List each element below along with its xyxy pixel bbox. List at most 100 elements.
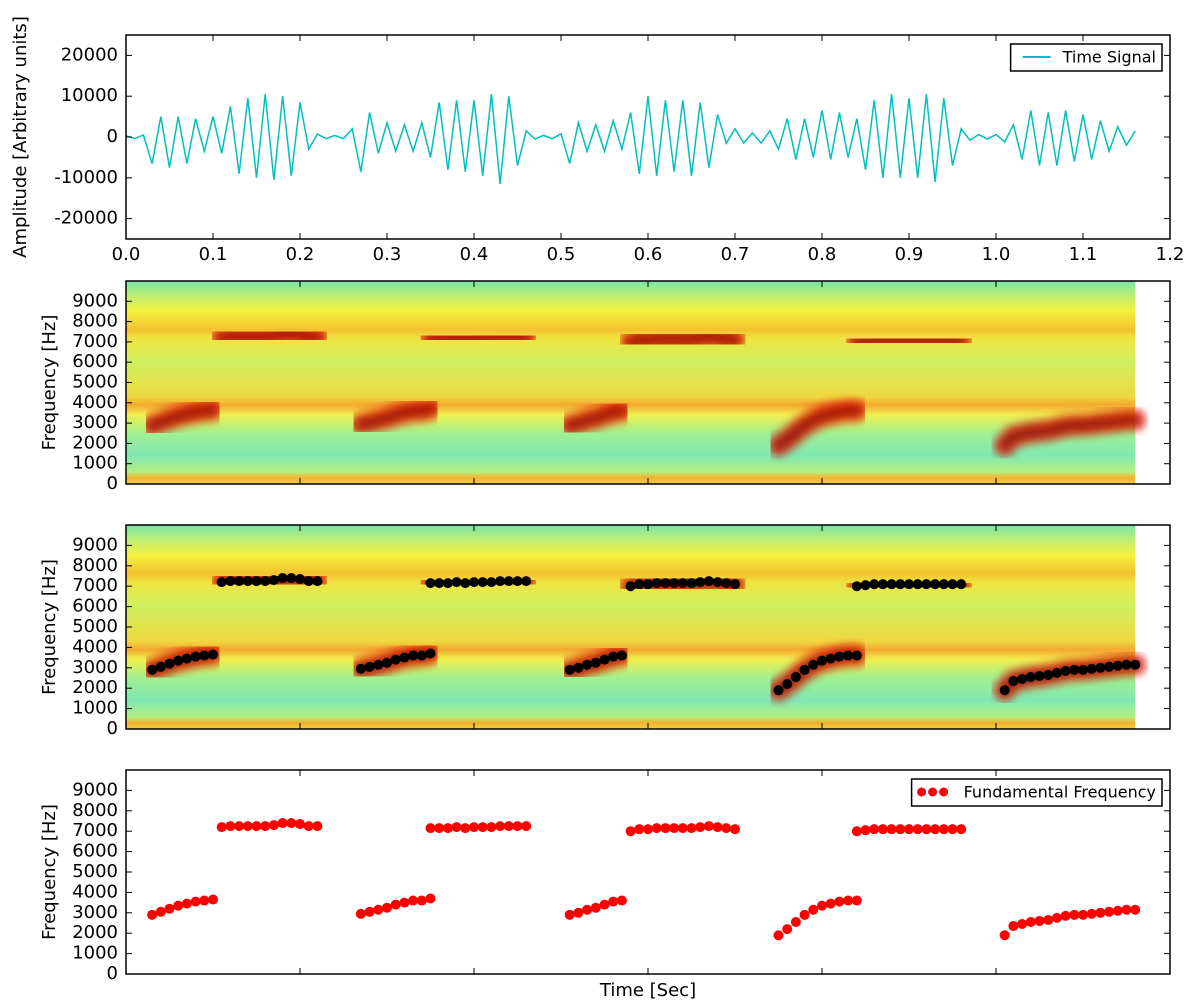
point bbox=[521, 576, 532, 587]
y-tick-label: 3000 bbox=[72, 657, 118, 678]
point bbox=[1121, 659, 1132, 670]
point bbox=[373, 659, 384, 670]
spectral-ridge bbox=[566, 407, 625, 429]
point bbox=[486, 577, 497, 588]
point bbox=[364, 906, 375, 917]
x-tick-label: 1.1 bbox=[1069, 244, 1098, 265]
point bbox=[225, 821, 236, 832]
point bbox=[1008, 921, 1019, 932]
legend-box bbox=[910, 778, 1163, 807]
point bbox=[669, 823, 680, 834]
point bbox=[921, 824, 932, 835]
y-tick-label: 3000 bbox=[72, 902, 118, 923]
point bbox=[286, 818, 297, 829]
y-tick-label: -20000 bbox=[54, 208, 118, 229]
point bbox=[173, 900, 184, 911]
point bbox=[1008, 676, 1019, 687]
point bbox=[1034, 670, 1045, 681]
point bbox=[947, 579, 958, 590]
x-tick-label: 0.6 bbox=[634, 244, 663, 265]
point bbox=[225, 576, 236, 587]
point bbox=[1078, 909, 1088, 920]
point bbox=[564, 664, 575, 675]
y-tick-label: 10000 bbox=[61, 85, 118, 106]
y-tick-label: 7000 bbox=[72, 820, 118, 841]
point bbox=[669, 578, 680, 589]
point bbox=[999, 930, 1010, 941]
point bbox=[425, 648, 436, 659]
point bbox=[1060, 910, 1071, 921]
point bbox=[408, 650, 419, 661]
point bbox=[590, 902, 601, 913]
point bbox=[695, 822, 706, 833]
point bbox=[790, 916, 801, 927]
point bbox=[408, 895, 419, 906]
point bbox=[886, 579, 897, 590]
point bbox=[503, 576, 514, 587]
y-tick-label: 0 bbox=[107, 963, 118, 984]
y-tick-label: 5000 bbox=[72, 372, 118, 393]
point bbox=[834, 896, 845, 907]
legend: Fundamental Frequency bbox=[910, 778, 1163, 807]
point bbox=[730, 824, 740, 835]
y-tick-label: 6000 bbox=[72, 841, 118, 862]
point bbox=[260, 821, 271, 832]
point bbox=[469, 577, 479, 588]
point bbox=[295, 574, 305, 585]
point bbox=[477, 822, 488, 833]
point bbox=[268, 575, 279, 586]
point bbox=[1069, 909, 1080, 920]
point bbox=[390, 654, 401, 665]
x-tick-label: 0.4 bbox=[460, 244, 489, 265]
point bbox=[1104, 661, 1115, 672]
point bbox=[277, 818, 288, 829]
point bbox=[416, 650, 427, 661]
point bbox=[921, 579, 932, 590]
point bbox=[216, 577, 227, 588]
point bbox=[877, 579, 888, 590]
legend: Time Signal bbox=[1009, 43, 1163, 72]
y-tick-label: 8000 bbox=[72, 555, 118, 576]
point bbox=[712, 822, 723, 833]
point bbox=[651, 823, 662, 834]
y-tick-label: 7000 bbox=[72, 575, 118, 596]
point bbox=[234, 821, 245, 832]
point bbox=[895, 824, 906, 835]
point bbox=[495, 576, 506, 587]
y-axis-label: Frequency [Hz] bbox=[39, 559, 60, 695]
point bbox=[277, 573, 288, 584]
point bbox=[869, 824, 880, 835]
y-tick-label: 20000 bbox=[61, 44, 118, 65]
point bbox=[477, 577, 488, 588]
point bbox=[773, 930, 784, 941]
x-tick-label: 0.3 bbox=[373, 244, 402, 265]
point bbox=[773, 685, 784, 696]
point bbox=[930, 824, 941, 835]
point bbox=[164, 903, 175, 914]
point bbox=[451, 822, 462, 833]
point bbox=[512, 576, 523, 587]
x-tick-label: 0.2 bbox=[286, 244, 315, 265]
point bbox=[216, 822, 227, 833]
point bbox=[843, 895, 854, 906]
point bbox=[155, 906, 166, 917]
y-tick-label: 5000 bbox=[72, 616, 118, 637]
point bbox=[869, 579, 880, 590]
y-tick-label: -10000 bbox=[54, 167, 118, 188]
y-tick-label: 6000 bbox=[72, 596, 118, 617]
y-axis-label: Frequency [Hz] bbox=[39, 804, 60, 940]
point bbox=[582, 659, 593, 670]
y-tick-label: 1000 bbox=[72, 943, 118, 964]
point bbox=[382, 657, 392, 668]
x-tick-label: 0.0 bbox=[112, 244, 141, 265]
point bbox=[1095, 907, 1106, 918]
point bbox=[608, 896, 619, 907]
point bbox=[782, 924, 793, 935]
point bbox=[460, 823, 471, 834]
point bbox=[364, 661, 375, 672]
point bbox=[895, 579, 906, 590]
point bbox=[634, 579, 645, 590]
